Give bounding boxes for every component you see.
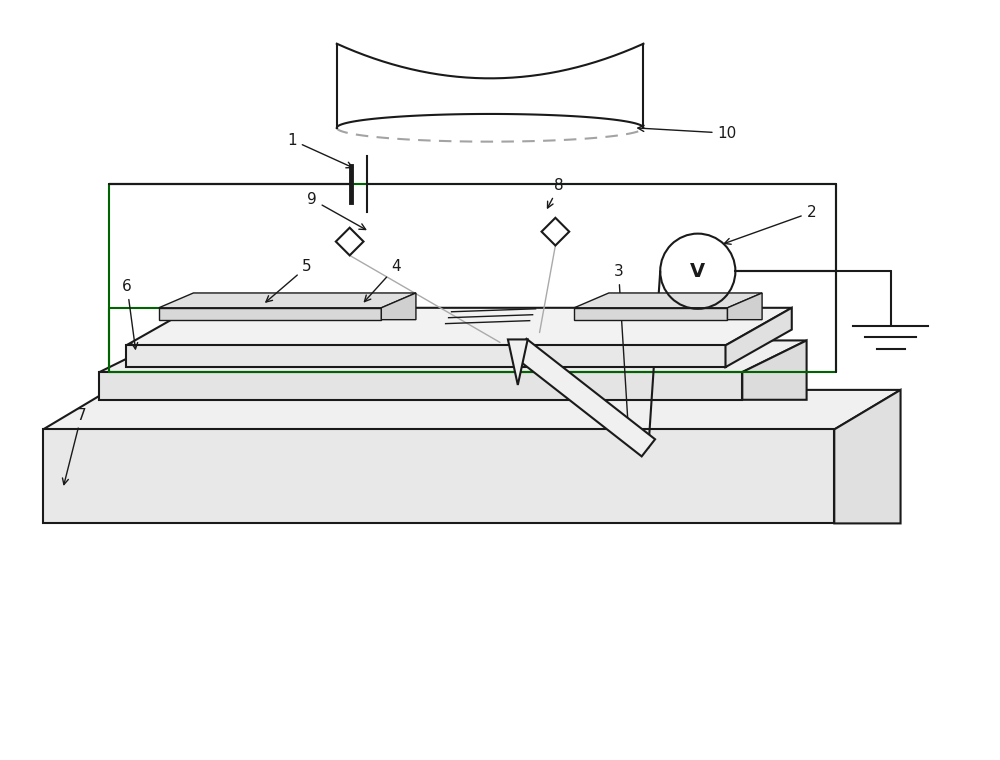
Text: 5: 5 bbox=[266, 259, 312, 302]
Polygon shape bbox=[336, 228, 364, 255]
Text: 10: 10 bbox=[638, 125, 737, 141]
Text: 1: 1 bbox=[287, 132, 353, 168]
Polygon shape bbox=[43, 390, 901, 429]
Text: 4: 4 bbox=[364, 259, 401, 302]
Polygon shape bbox=[834, 390, 901, 524]
Polygon shape bbox=[574, 308, 727, 320]
Polygon shape bbox=[742, 340, 807, 400]
Text: V: V bbox=[690, 261, 705, 280]
Polygon shape bbox=[126, 308, 792, 345]
Text: 3: 3 bbox=[614, 264, 631, 429]
Polygon shape bbox=[159, 293, 416, 308]
Polygon shape bbox=[727, 293, 762, 320]
Polygon shape bbox=[513, 339, 655, 457]
Polygon shape bbox=[126, 345, 726, 367]
Polygon shape bbox=[43, 429, 834, 524]
Polygon shape bbox=[508, 340, 528, 385]
Polygon shape bbox=[99, 340, 807, 372]
Text: 6: 6 bbox=[122, 279, 138, 349]
Polygon shape bbox=[381, 293, 416, 320]
Polygon shape bbox=[159, 308, 381, 320]
Text: 7: 7 bbox=[62, 407, 86, 485]
Polygon shape bbox=[542, 218, 569, 245]
Text: 9: 9 bbox=[307, 192, 366, 230]
Polygon shape bbox=[99, 372, 742, 400]
Polygon shape bbox=[574, 293, 762, 308]
Text: 8: 8 bbox=[548, 178, 564, 208]
Text: 2: 2 bbox=[724, 204, 816, 244]
Polygon shape bbox=[726, 308, 792, 367]
